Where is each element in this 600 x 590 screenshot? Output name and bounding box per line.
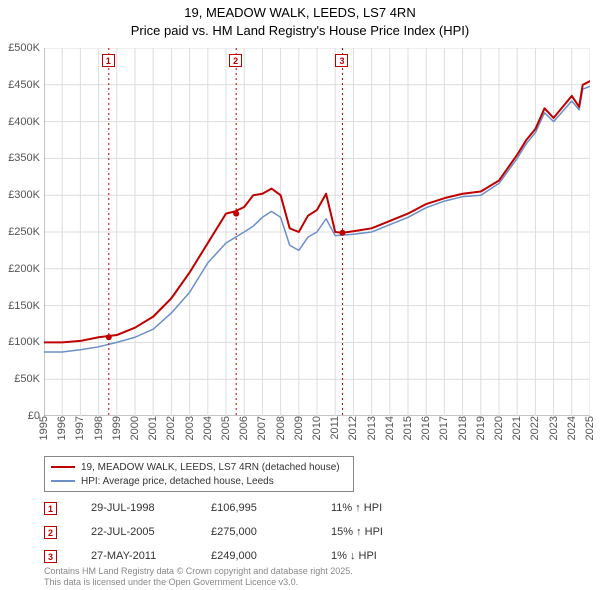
x-tick-label: 2016: [420, 416, 432, 440]
x-tick-label: 2005: [220, 416, 232, 440]
sale-diff: 15% ↑ HPI: [331, 526, 431, 538]
x-tick-label: 2022: [529, 416, 541, 440]
y-tick-label: £350K: [8, 152, 40, 164]
x-tick-label: 1996: [56, 416, 68, 440]
chart-plot-area: 1 2 3: [44, 48, 590, 416]
y-tick-label: £400K: [8, 116, 40, 128]
y-tick-label: £50K: [14, 373, 40, 385]
sale-price: £249,000: [211, 550, 331, 562]
y-axis-labels: £0£50K£100K£150K£200K£250K£300K£350K£400…: [0, 48, 44, 416]
x-tick-label: 2021: [511, 416, 523, 440]
legend-swatch: [51, 480, 75, 482]
x-tick-label: 2020: [493, 416, 505, 440]
sale-marker: 2: [229, 54, 242, 67]
x-tick-label: 1998: [93, 416, 105, 440]
y-tick-label: £300K: [8, 189, 40, 201]
y-tick-label: £250K: [8, 226, 40, 238]
sale-price: £275,000: [211, 526, 331, 538]
y-tick-label: £150K: [8, 300, 40, 312]
x-tick-label: 2019: [475, 416, 487, 440]
table-row: 2 22-JUL-2005 £275,000 15% ↑ HPI: [44, 520, 474, 544]
y-tick-label: £100K: [8, 336, 40, 348]
x-tick-label: 2008: [275, 416, 287, 440]
x-tick-label: 2025: [584, 416, 596, 440]
x-tick-label: 2006: [238, 416, 250, 440]
title-subtitle: Price paid vs. HM Land Registry's House …: [0, 22, 600, 40]
x-tick-label: 2004: [202, 416, 214, 440]
x-tick-label: 1997: [74, 416, 86, 440]
chart-container: 19, MEADOW WALK, LEEDS, LS7 4RN Price pa…: [0, 0, 600, 590]
y-tick-label: £500K: [8, 42, 40, 54]
chart-svg: [44, 48, 590, 416]
x-tick-label: 2012: [347, 416, 359, 440]
legend-label: 19, MEADOW WALK, LEEDS, LS7 4RN (detache…: [81, 462, 340, 473]
legend-box: 19, MEADOW WALK, LEEDS, LS7 4RN (detache…: [44, 456, 354, 492]
sale-diff: 1% ↓ HPI: [331, 550, 431, 562]
y-tick-label: £200K: [8, 263, 40, 275]
legend-item: HPI: Average price, detached house, Leed…: [51, 474, 347, 488]
x-tick-label: 2014: [384, 416, 396, 440]
sale-marker-badge: 2: [44, 526, 57, 539]
x-tick-label: 2007: [256, 416, 268, 440]
sale-marker: 3: [335, 54, 348, 67]
y-tick-label: £450K: [8, 79, 40, 91]
x-tick-label: 2001: [147, 416, 159, 440]
x-tick-label: 2010: [311, 416, 323, 440]
sale-marker-badge: 3: [44, 550, 57, 563]
sale-price: £106,995: [211, 502, 331, 514]
footer-line: This data is licensed under the Open Gov…: [44, 577, 353, 588]
sale-date: 29-JUL-1998: [91, 502, 211, 514]
footer-attribution: Contains HM Land Registry data © Crown c…: [44, 566, 353, 589]
x-tick-label: 2017: [438, 416, 450, 440]
x-tick-label: 1995: [38, 416, 50, 440]
x-tick-label: 2011: [329, 416, 341, 440]
x-tick-label: 2013: [366, 416, 378, 440]
sale-marker-badge: 1: [44, 502, 57, 515]
title-block: 19, MEADOW WALK, LEEDS, LS7 4RN Price pa…: [0, 0, 600, 39]
footer-line: Contains HM Land Registry data © Crown c…: [44, 566, 353, 577]
x-tick-label: 2000: [129, 416, 141, 440]
x-axis-labels: 1995199619971998199920002001200220032004…: [44, 416, 590, 456]
title-address: 19, MEADOW WALK, LEEDS, LS7 4RN: [0, 4, 600, 22]
table-row: 1 29-JUL-1998 £106,995 11% ↑ HPI: [44, 496, 474, 520]
x-tick-label: 2018: [457, 416, 469, 440]
x-tick-label: 2002: [165, 416, 177, 440]
legend-swatch: [51, 466, 75, 468]
x-tick-label: 2015: [402, 416, 414, 440]
sale-marker: 1: [102, 54, 115, 67]
x-tick-label: 2023: [548, 416, 560, 440]
sale-date: 27-MAY-2011: [91, 550, 211, 562]
x-tick-label: 2009: [293, 416, 305, 440]
x-tick-label: 1999: [111, 416, 123, 440]
sales-table: 1 29-JUL-1998 £106,995 11% ↑ HPI 2 22-JU…: [44, 496, 474, 568]
sale-date: 22-JUL-2005: [91, 526, 211, 538]
legend-item: 19, MEADOW WALK, LEEDS, LS7 4RN (detache…: [51, 460, 347, 474]
table-row: 3 27-MAY-2011 £249,000 1% ↓ HPI: [44, 544, 474, 568]
legend-label: HPI: Average price, detached house, Leed…: [81, 476, 274, 487]
x-tick-label: 2024: [566, 416, 578, 440]
sale-diff: 11% ↑ HPI: [331, 502, 431, 514]
x-tick-label: 2003: [184, 416, 196, 440]
